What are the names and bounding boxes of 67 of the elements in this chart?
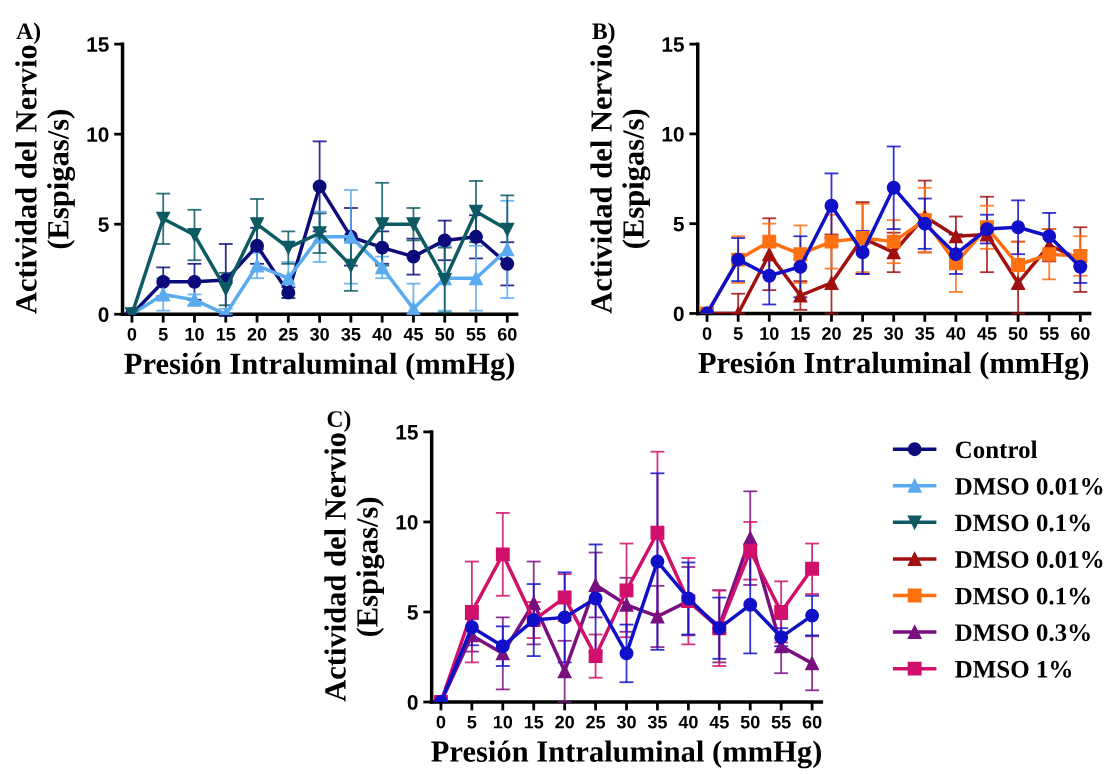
y-tick-label: 10 bbox=[396, 514, 418, 530]
x-tick-label: 5 bbox=[467, 715, 477, 729]
y-tick-label: 5 bbox=[673, 216, 684, 232]
x-axis-title: Presión Intraluminal (mmHg) bbox=[698, 351, 1089, 380]
y-tick-label: 10 bbox=[87, 127, 109, 142]
legend-label: DMSO 0.1% bbox=[955, 514, 1090, 532]
x-tick-label: 10 bbox=[760, 327, 779, 340]
legend-label: DMSO 0.01% bbox=[955, 477, 1103, 495]
x-tick-label: 60 bbox=[1070, 327, 1090, 340]
chart-title: C) bbox=[327, 410, 351, 432]
x-tick-label: 50 bbox=[1008, 327, 1028, 340]
chart-title: A) bbox=[16, 22, 41, 45]
x-tick-label: 15 bbox=[216, 328, 236, 341]
x-tick-label: 40 bbox=[946, 327, 966, 340]
y-axis-title: Actividad del Nervio (Espigas/s) bbox=[15, 45, 76, 314]
x-tick-label: 30 bbox=[884, 327, 903, 340]
x-tick-label: 20 bbox=[247, 327, 267, 341]
y-tick-label: 0 bbox=[98, 307, 109, 322]
x-tick-label: 40 bbox=[678, 715, 698, 729]
x-tick-label: 35 bbox=[915, 327, 935, 340]
x-tick-label: 45 bbox=[709, 715, 729, 729]
y-tick-label: 0 bbox=[407, 695, 418, 710]
x-tick-label: 0 bbox=[127, 327, 137, 341]
y-tick-label: 15 bbox=[87, 37, 109, 52]
x-tick-label: 10 bbox=[493, 715, 513, 729]
legend-label: DMSO 0.01% bbox=[955, 551, 1103, 569]
x-tick-label: 35 bbox=[647, 715, 667, 729]
x-axis-title: Presión Intraluminal (mmHg) bbox=[124, 352, 515, 381]
x-tick-label: 55 bbox=[1039, 327, 1059, 340]
x-tick-label: 50 bbox=[435, 327, 455, 341]
x-tick-label: 25 bbox=[278, 327, 298, 341]
x-tick-label: 30 bbox=[309, 327, 329, 341]
x-tick-label: 20 bbox=[822, 327, 841, 340]
x-tick-label: 45 bbox=[403, 328, 423, 341]
legend-label: Control bbox=[955, 440, 1038, 459]
y-axis-title: Actividad del Nervio (Espigas/s) bbox=[324, 433, 385, 702]
y-tick-label: 15 bbox=[662, 37, 684, 52]
x-tick-label: 35 bbox=[341, 327, 361, 341]
x-tick-label: 40 bbox=[372, 327, 392, 341]
x-tick-label: 15 bbox=[524, 715, 544, 729]
x-tick-label: 55 bbox=[466, 328, 486, 341]
legend-label: DMSO 1% bbox=[955, 660, 1072, 678]
y-tick-label: 15 bbox=[396, 425, 418, 440]
x-tick-label: 60 bbox=[497, 327, 517, 341]
x-tick-label: 55 bbox=[771, 715, 791, 729]
legend-label: DMSO 0.1% bbox=[955, 587, 1090, 605]
x-tick-label: 25 bbox=[853, 327, 873, 340]
x-tick-label: 0 bbox=[702, 327, 712, 340]
legend-label: DMSO 0.3% bbox=[955, 624, 1090, 642]
x-tick-label: 30 bbox=[616, 715, 636, 729]
x-tick-label: 5 bbox=[733, 327, 743, 340]
y-tick-label: 10 bbox=[662, 126, 684, 142]
x-tick-label: 10 bbox=[185, 327, 204, 341]
y-axis-title: Actividad del Nervio (Espigas/s) bbox=[590, 45, 651, 314]
y-tick-label: 0 bbox=[673, 306, 684, 322]
x-tick-label: 0 bbox=[436, 715, 446, 729]
y-tick-label: 5 bbox=[98, 217, 109, 232]
x-tick-label: 50 bbox=[740, 715, 760, 729]
x-tick-label: 60 bbox=[802, 715, 822, 729]
y-tick-label: 5 bbox=[407, 605, 418, 620]
chart-title: B) bbox=[592, 22, 615, 45]
x-tick-label: 45 bbox=[977, 327, 997, 340]
x-tick-label: 15 bbox=[791, 327, 810, 340]
x-tick-label: 20 bbox=[555, 715, 574, 729]
x-axis-title: Presión Intraluminal (mmHg) bbox=[431, 740, 821, 769]
x-tick-label: 5 bbox=[158, 328, 168, 341]
x-tick-label: 25 bbox=[586, 715, 606, 729]
